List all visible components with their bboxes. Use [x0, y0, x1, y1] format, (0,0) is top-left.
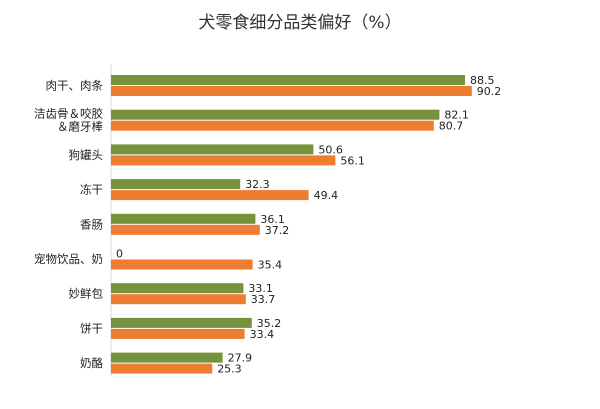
- value-label: 33.4: [250, 328, 275, 341]
- value-label: 37.2: [265, 224, 290, 237]
- bar-series1: [111, 317, 252, 328]
- value-label: 56.1: [340, 154, 365, 167]
- bar-series1: [111, 109, 440, 120]
- bar-series1: [111, 213, 256, 224]
- bar-series2: [111, 294, 246, 305]
- bar-series1: [111, 75, 465, 85]
- bar-series1: [111, 283, 244, 294]
- value-label: 27.9: [228, 352, 253, 365]
- value-label: 90.2: [477, 85, 502, 98]
- value-label: 33.1: [248, 282, 273, 295]
- bar-series2: [111, 328, 245, 339]
- bar-series1: [111, 144, 314, 155]
- value-label: 88.5: [470, 74, 495, 87]
- category-label: 肉干、肉条: [46, 79, 104, 93]
- bar-series1: [111, 352, 223, 363]
- value-label: 36.1: [260, 213, 285, 226]
- chart-title: 犬零食细分品类偏好（%）: [198, 13, 401, 33]
- value-label: 32.3: [245, 178, 270, 191]
- category-label: 狗罐头: [69, 148, 104, 162]
- value-label: 25.3: [217, 363, 242, 376]
- bars-group: [111, 75, 472, 374]
- value-label: 49.4: [314, 189, 339, 202]
- value-label: 35.2: [257, 317, 282, 330]
- category-label: 洁齿骨＆咬胶＆磨牙棒: [34, 107, 103, 134]
- category-label: 香肠: [80, 217, 103, 231]
- value-label: 33.7: [251, 293, 275, 306]
- bar-series2: [111, 120, 434, 131]
- value-label: 0: [116, 248, 123, 261]
- bar-series1: [111, 179, 241, 190]
- bar-series2: [111, 259, 253, 270]
- bar-series2: [111, 190, 309, 201]
- category-label: 冻干: [80, 183, 103, 197]
- value-label: 35.4: [258, 259, 283, 272]
- bar-series2: [111, 363, 213, 374]
- bar-series2: [111, 86, 472, 96]
- category-label: 妙鲜包: [69, 287, 104, 301]
- value-label: 80.7: [439, 120, 464, 133]
- category-label: 奶酪: [80, 356, 103, 370]
- category-label: 饼干: [80, 321, 103, 335]
- category-label: 宠物饮品、奶: [34, 252, 103, 266]
- labels-group: 肉干、肉条 88.590.2 洁齿骨＆咬胶＆磨牙棒 82.180.7 狗罐头 50.656…: [34, 74, 501, 376]
- bar-series2: [111, 155, 336, 166]
- value-label: 82.1: [444, 109, 469, 122]
- bar-series2: [111, 224, 260, 235]
- value-label: 50.6: [318, 143, 343, 156]
